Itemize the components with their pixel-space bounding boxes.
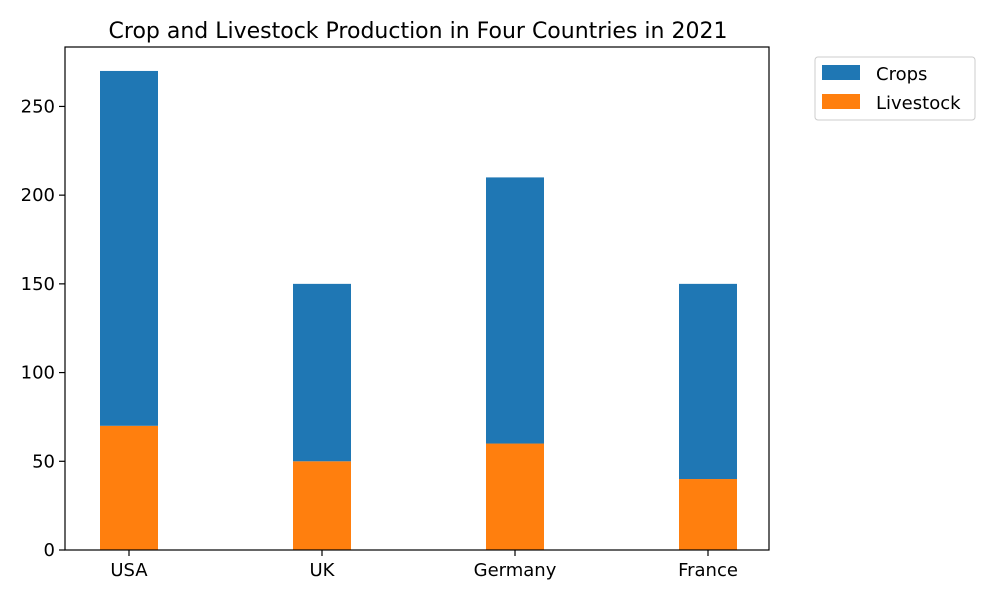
y-tick-label-100: 100	[21, 363, 55, 384]
x-tick-label-uk: UK	[310, 560, 336, 581]
x-axis: USA UK Germany France	[110, 550, 738, 581]
legend-label-crops: Crops	[876, 64, 927, 85]
y-tick-label-200: 200	[21, 185, 55, 206]
legend-label-livestock: Livestock	[876, 93, 961, 114]
bar-france-crops	[679, 283, 737, 480]
y-tick-label-250: 250	[21, 96, 55, 117]
bar-france-livestock	[679, 479, 737, 550]
bar-germany-crops	[486, 177, 544, 444]
legend-swatch-livestock	[822, 94, 860, 109]
y-tick-label-150: 150	[21, 274, 55, 295]
x-tick-label-france: France	[678, 560, 738, 581]
bar-usa-crops	[100, 70, 158, 426]
chart-title: Crop and Livestock Production in Four Co…	[109, 19, 728, 44]
plot-frame	[64, 46, 770, 551]
legend-swatch-crops	[822, 65, 860, 80]
bar-usa-livestock	[100, 425, 158, 550]
bar-uk-livestock	[293, 461, 351, 550]
legend: Crops Livestock	[814, 56, 976, 121]
x-tick-label-usa: USA	[110, 560, 148, 581]
bar-uk-crops	[293, 283, 351, 462]
bars-layer	[100, 70, 737, 550]
y-tick-label-0: 0	[44, 540, 55, 561]
y-axis: 0 50 100 150 200 250	[21, 96, 65, 561]
y-tick-label-50: 50	[32, 451, 55, 472]
bar-germany-livestock	[486, 443, 544, 550]
x-tick-label-germany: Germany	[474, 560, 557, 581]
